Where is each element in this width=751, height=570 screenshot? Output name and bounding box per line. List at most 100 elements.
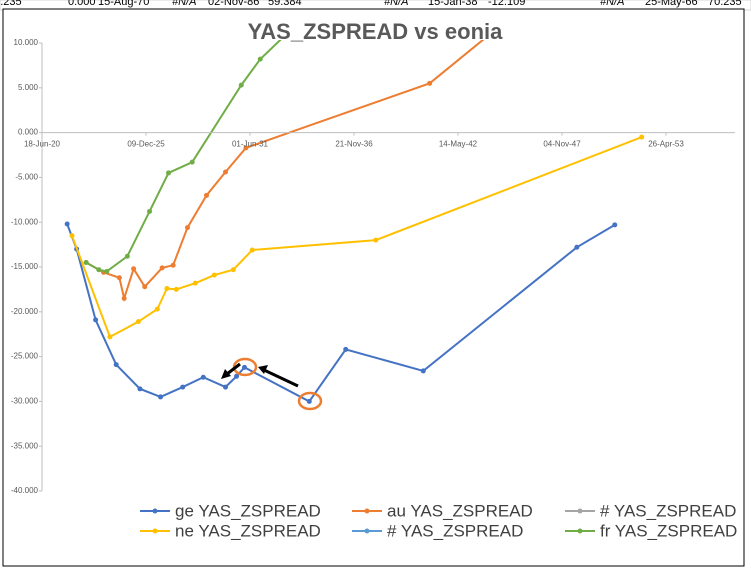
- data-point: [373, 237, 379, 243]
- annotations: [221, 357, 323, 411]
- data-point: [249, 247, 255, 253]
- data-point: [211, 272, 217, 278]
- data-point: [158, 394, 164, 400]
- data-point: [192, 280, 198, 286]
- x-tick-label: 14-May-42: [439, 140, 478, 149]
- data-point: [180, 384, 186, 390]
- cell-text: #N/A: [172, 0, 196, 8]
- data-point: [116, 275, 122, 281]
- series-line: [66, 223, 616, 403]
- data-point: [154, 306, 160, 312]
- data-point: [83, 260, 89, 266]
- cell-text: 70.235: [708, 0, 742, 8]
- data-point: [166, 170, 172, 176]
- y-tick-label: -20.000: [11, 307, 39, 316]
- legend-marker: [364, 528, 370, 534]
- data-point: [64, 221, 70, 227]
- data-point: [223, 169, 229, 175]
- data-point: [223, 384, 229, 390]
- arrow-head: [258, 365, 268, 374]
- x-tick-label: 01-Jun-31: [232, 140, 269, 149]
- data-point: [574, 244, 580, 250]
- cell-text: 0.000: [68, 0, 96, 8]
- data-point: [135, 319, 141, 325]
- data-point: [131, 266, 137, 272]
- legend-label: ne YAS_ZSPREAD: [175, 521, 321, 540]
- data-point: [104, 268, 110, 274]
- series-line: [71, 136, 643, 339]
- chart-area: [2, 8, 745, 567]
- arrow: [263, 368, 299, 388]
- cell-text: 15-Aug-70: [98, 0, 149, 8]
- data-point: [306, 398, 312, 404]
- data-point: [257, 56, 263, 62]
- cell-text: 25-May-66: [645, 0, 698, 8]
- cell-text: #N/A: [384, 0, 408, 8]
- y-tick-label: -25.000: [11, 352, 39, 361]
- legend-label: # YAS_ZSPREAD: [387, 521, 523, 540]
- y-tick-label: 10.000: [14, 38, 39, 47]
- data-point: [96, 267, 102, 273]
- data-point: [238, 82, 244, 88]
- data-point: [173, 286, 179, 292]
- y-tick-label: -40.000: [11, 486, 39, 495]
- x-tick-label: 09-Dec-25: [127, 140, 165, 149]
- series-line: [85, 40, 485, 303]
- data-point: [93, 317, 99, 323]
- data-point: [189, 159, 195, 165]
- highlight-circle: [297, 391, 323, 411]
- legend-marker: [152, 508, 158, 514]
- data-point: [164, 286, 170, 292]
- legend-marker: [577, 528, 583, 534]
- x-tick-label: 21-Nov-36: [335, 140, 373, 149]
- cell-text: 59.384: [268, 0, 302, 8]
- y-tick-label: -30.000: [11, 397, 39, 406]
- data-point: [241, 364, 247, 370]
- legend-marker: [364, 508, 370, 514]
- cell-text: 02-Nov-86: [208, 0, 259, 8]
- y-tick-label: -5.000: [15, 173, 38, 182]
- data-point: [343, 346, 349, 352]
- y-tick-label: -35.000: [11, 441, 39, 450]
- data-point: [124, 253, 130, 259]
- x-tick-label: 04-Nov-47: [543, 140, 581, 149]
- data-point: [420, 368, 426, 374]
- data-point: [243, 145, 249, 151]
- y-tick-label: -15.000: [11, 262, 39, 271]
- x-tick-label: 26-Apr-53: [648, 140, 684, 149]
- data-point: [230, 267, 236, 273]
- legend-marker: [577, 508, 583, 514]
- y-tick-label: -10.000: [11, 217, 39, 226]
- data-point: [147, 208, 153, 214]
- data-point: [639, 134, 645, 140]
- data-point: [612, 222, 618, 228]
- data-point: [137, 386, 143, 392]
- legend-marker: [152, 528, 158, 534]
- chart-title: YAS_ZSPREAD vs eonia: [248, 19, 503, 44]
- data-point: [159, 265, 165, 271]
- y-tick-label: 0.000: [18, 128, 39, 137]
- y-tick-label: 5.000: [18, 83, 39, 92]
- legend-label: fr YAS_ZSPREAD: [600, 521, 737, 540]
- x-tick-label: 18-Jun-20: [24, 140, 61, 149]
- data-point: [184, 225, 190, 231]
- data-point: [69, 233, 75, 239]
- data-point: [427, 80, 433, 86]
- data-point: [121, 295, 127, 301]
- data-point: [204, 192, 210, 198]
- cell-text: #N/A: [600, 0, 624, 8]
- legend-label: au YAS_ZSPREAD: [387, 501, 533, 520]
- data-point: [234, 373, 240, 379]
- cell-text: -12.109: [488, 0, 525, 8]
- series-line: [85, 40, 282, 273]
- arrow-head: [221, 369, 231, 379]
- data-point: [142, 284, 148, 290]
- arrow: [226, 362, 241, 376]
- data-point: [113, 362, 119, 368]
- data-point: [170, 262, 176, 268]
- data-point: [200, 374, 206, 380]
- data-point: [107, 334, 113, 340]
- legend-label: ge YAS_ZSPREAD: [175, 501, 321, 520]
